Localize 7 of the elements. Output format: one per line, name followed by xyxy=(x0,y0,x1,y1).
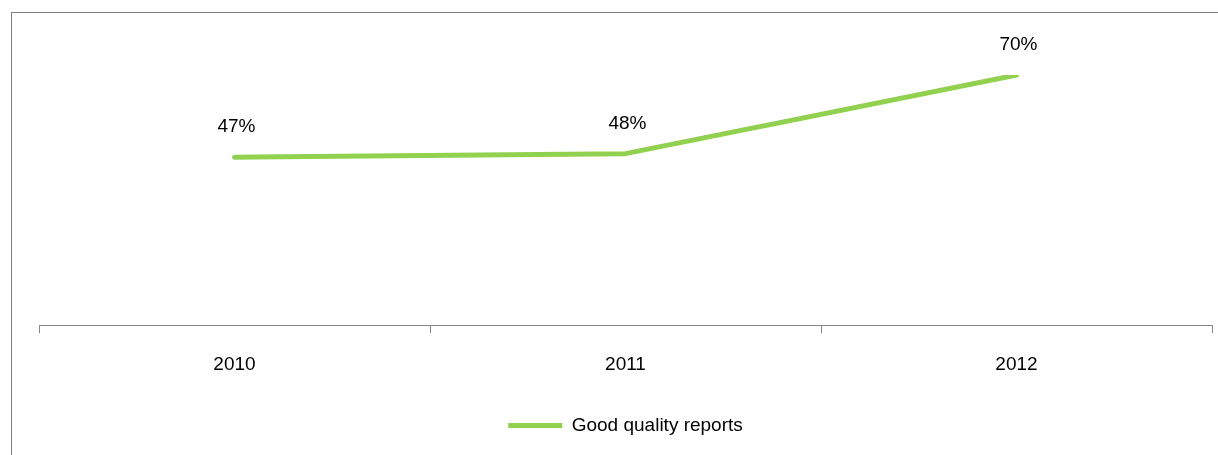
legend-label: Good quality reports xyxy=(571,413,743,435)
data-label: 48% xyxy=(608,111,647,133)
data-label: 47% xyxy=(217,115,256,137)
x-tick-label: 2012 xyxy=(995,352,1038,374)
data-label: 70% xyxy=(999,33,1038,55)
x-tick-label: 2010 xyxy=(213,352,256,374)
x-tick-label: 2011 xyxy=(605,352,646,374)
